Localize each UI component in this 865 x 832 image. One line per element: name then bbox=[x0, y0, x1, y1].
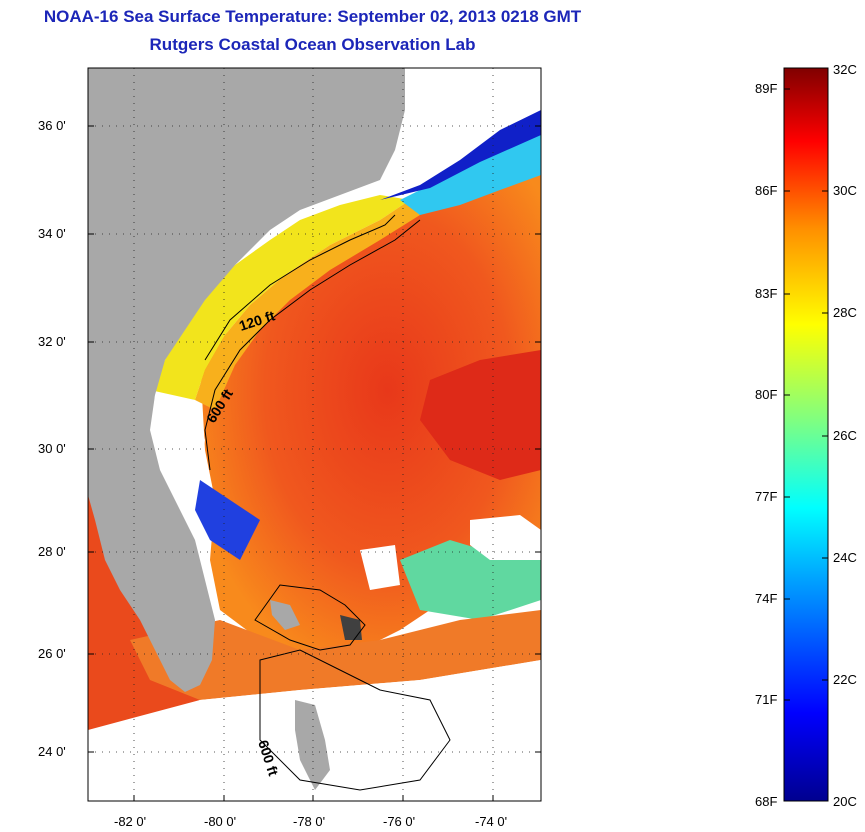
colorbar-f-68: 68F bbox=[755, 794, 778, 809]
map-content bbox=[88, 68, 541, 801]
florida-strait-water bbox=[130, 610, 541, 700]
colorbar-f-77: 77F bbox=[755, 489, 778, 504]
lon-label-76: -76 0' bbox=[383, 814, 416, 829]
lon-label-78: -78 0' bbox=[293, 814, 326, 829]
colorbar-c-26: 26C bbox=[833, 428, 857, 443]
colorbar bbox=[783, 67, 829, 802]
deep-red-patch bbox=[420, 350, 541, 480]
colorbar-ticks bbox=[784, 88, 828, 701]
lat-label-30: 30 0' bbox=[38, 441, 66, 456]
cloud-patch-east bbox=[470, 515, 541, 560]
lat-label-24: 24 0' bbox=[38, 744, 66, 759]
shelf-water bbox=[150, 195, 410, 400]
cloud-patch-mid bbox=[360, 545, 400, 590]
map-title: NOAA-16 Sea Surface Temperature: Septemb… bbox=[43, 7, 582, 26]
cool-blue-south bbox=[195, 480, 260, 560]
colorbar-c-28: 28C bbox=[833, 305, 857, 320]
colorbar-c-22: 22C bbox=[833, 672, 857, 687]
colorbar-f-89: 89F bbox=[755, 81, 778, 96]
map-frame bbox=[87, 67, 542, 802]
colorbar-f-80: 80F bbox=[755, 387, 778, 402]
bahamas-eleuthera bbox=[340, 615, 362, 640]
lat-label-36: 36 0' bbox=[38, 118, 66, 133]
cloud-patch-coast bbox=[152, 395, 205, 500]
isobath-bank bbox=[259, 649, 451, 791]
shelf-orange bbox=[195, 200, 420, 410]
map-subtitle: Rutgers Coastal Ocean Observation Lab bbox=[149, 35, 476, 54]
colorbar-c-32: 32C bbox=[833, 62, 857, 77]
colorbar-f-86: 86F bbox=[755, 183, 778, 198]
isobath-bahamas bbox=[254, 584, 366, 651]
colorbar-c-30: 30C bbox=[833, 183, 857, 198]
lon-label-80: -80 0' bbox=[204, 814, 237, 829]
lon-label-74: -74 0' bbox=[475, 814, 508, 829]
lat-label-34: 34 0' bbox=[38, 226, 66, 241]
isobath-600ft bbox=[204, 219, 421, 471]
lat-label-26: 26 0' bbox=[38, 646, 66, 661]
land-mainland bbox=[88, 68, 405, 692]
colorbar-c-24: 24C bbox=[833, 550, 857, 565]
isobath-120ft bbox=[204, 214, 396, 361]
colorbar-c-20: 20C bbox=[833, 794, 857, 809]
cool-blue-north bbox=[380, 110, 541, 200]
lat-label-28: 28 0' bbox=[38, 544, 66, 559]
colorbar-f-83: 83F bbox=[755, 286, 778, 301]
bahamas-island bbox=[270, 600, 300, 630]
colorbar-f-74: 74F bbox=[755, 591, 778, 606]
colorbar-f-71: 71F bbox=[755, 692, 778, 707]
bahamas-andros bbox=[295, 700, 330, 790]
axis-ticks bbox=[88, 125, 541, 801]
lat-label-32: 32 0' bbox=[38, 334, 66, 349]
lon-label-82: -82 0' bbox=[114, 814, 147, 829]
cool-water-north bbox=[400, 130, 541, 215]
